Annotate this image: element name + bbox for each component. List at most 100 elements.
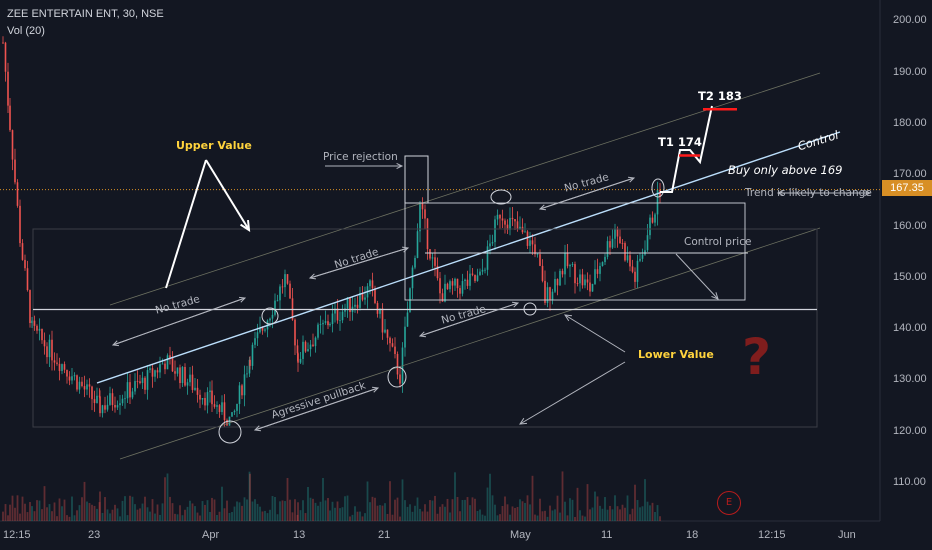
candle-body (88, 384, 91, 387)
candle-body (186, 382, 189, 386)
candle-body (56, 362, 58, 364)
candle-body (48, 339, 51, 358)
candle-body (134, 381, 136, 392)
candle-body (43, 340, 46, 347)
volume-bar (141, 503, 144, 521)
candle-body (394, 346, 396, 355)
volume-bar (174, 513, 176, 521)
candle-body (309, 344, 312, 350)
volume-bar (106, 509, 109, 521)
volume-bar (164, 477, 166, 521)
candle-body (501, 218, 504, 221)
candle-body (41, 328, 43, 341)
price-label: 130.00 (893, 373, 927, 385)
volume-bar (161, 503, 164, 521)
volume-bar (544, 510, 546, 521)
volume-bar (256, 503, 259, 521)
last-price-tag: 167.35 (882, 180, 932, 196)
candle-body (594, 269, 596, 284)
volume-bar (414, 505, 416, 521)
candle-body (604, 256, 606, 263)
volume-bar (204, 504, 206, 521)
candle-body (196, 387, 199, 395)
volume-bar (129, 495, 131, 521)
drawings (0, 72, 880, 460)
agressive-pullback-arrow-head (253, 425, 262, 432)
volume-bar (554, 509, 556, 521)
volume-bar (591, 507, 594, 521)
volume-bar (302, 500, 304, 521)
candle-body (2, 42, 4, 44)
volume-bar (16, 495, 19, 521)
volume-bar (236, 501, 238, 521)
candle-body (233, 410, 236, 413)
candle-body (14, 159, 16, 183)
candle-body (21, 243, 24, 260)
candle-body (449, 281, 451, 290)
volume-bar (194, 506, 196, 521)
candle-body (146, 370, 149, 390)
volume-bar (21, 496, 24, 521)
volume-bar (238, 502, 241, 521)
candle-body (396, 354, 399, 375)
volume-bar (454, 472, 456, 521)
candle-body (51, 339, 53, 361)
volume-bar (654, 511, 656, 521)
candle-body (151, 368, 154, 377)
volume-bar (596, 496, 599, 521)
price-label: 120.00 (893, 425, 927, 437)
candle-body (616, 228, 619, 237)
candle-body (474, 274, 476, 281)
volume-bar (374, 497, 376, 521)
candle-body (476, 275, 479, 281)
volume-bar (98, 502, 101, 521)
no-trade-arrow-head (308, 273, 317, 280)
candle-body (384, 329, 386, 333)
volume-bar (344, 496, 346, 521)
volume-bar (307, 486, 309, 521)
volume-bar (201, 501, 204, 521)
volume-bar (289, 499, 291, 521)
candle-body (46, 346, 48, 358)
volume-bar (336, 501, 339, 521)
volume-bar (31, 506, 33, 521)
events-icon[interactable]: E (717, 491, 741, 515)
volume-bar (218, 511, 221, 521)
candle-body (519, 226, 521, 229)
volume-bar (36, 500, 38, 521)
volume-bar (213, 499, 216, 521)
volume-bar (166, 473, 169, 521)
candle-body (58, 363, 61, 371)
time-label: 12:15 (758, 529, 786, 541)
candle-body (312, 344, 314, 347)
candle-body (654, 214, 656, 223)
highlight-circle (387, 366, 407, 388)
candle-body (591, 283, 594, 292)
candle-body (399, 374, 401, 384)
candle-body (529, 240, 531, 246)
volume-bar (246, 499, 248, 521)
candle-body (78, 381, 81, 390)
candle-body (441, 293, 444, 302)
candle-body (406, 312, 409, 327)
volume-bar (629, 514, 631, 521)
volume-bars (2, 471, 661, 521)
candle-body (33, 320, 36, 326)
candle-body (141, 377, 144, 384)
lower-value-arrow-head (564, 314, 573, 322)
time-label: May (510, 529, 531, 541)
candle-body (456, 278, 459, 289)
candle-body (336, 308, 339, 321)
candle-body (294, 319, 296, 346)
volume-bar (579, 510, 581, 521)
volume-bar (71, 496, 73, 521)
candle-body (221, 402, 223, 413)
volume-bar (284, 501, 286, 521)
lower-value-arrow (519, 361, 626, 425)
volume-indicator-label[interactable]: Vol (20) (7, 25, 45, 37)
candle-body (379, 308, 381, 314)
volume-bar (78, 505, 81, 521)
candle-body (166, 355, 169, 370)
trend-change-label: Trend is likely to change (745, 187, 872, 199)
